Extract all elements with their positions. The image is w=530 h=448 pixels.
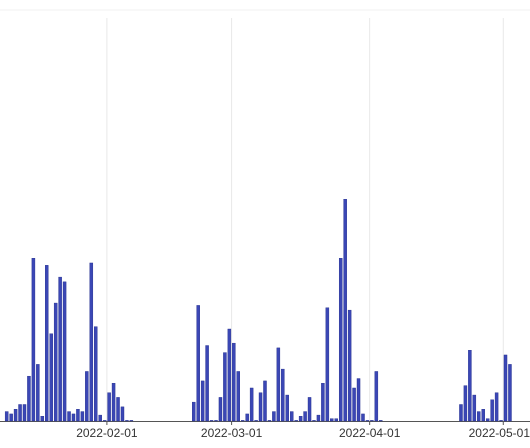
bar	[62, 281, 67, 422]
bar	[94, 326, 98, 422]
bar	[352, 387, 356, 422]
bar	[9, 413, 13, 422]
bar	[85, 371, 89, 422]
bar	[200, 380, 205, 422]
bar	[508, 364, 512, 422]
bar	[18, 404, 22, 422]
bar	[365, 420, 370, 422]
bar	[285, 394, 289, 422]
bar	[468, 350, 472, 422]
bar	[321, 383, 325, 422]
bar	[249, 387, 254, 422]
bar	[45, 265, 49, 422]
bar	[254, 420, 258, 422]
bar	[209, 420, 214, 422]
bar	[129, 420, 134, 422]
bar	[472, 394, 477, 422]
gridlines	[0, 18, 530, 422]
bar	[40, 416, 45, 422]
bar	[218, 397, 223, 422]
bar	[290, 411, 294, 422]
bar	[116, 397, 120, 422]
bar	[281, 368, 285, 422]
bar	[312, 420, 316, 422]
bar	[98, 414, 102, 422]
bar	[67, 411, 71, 422]
bar	[192, 401, 196, 422]
x-tick-label: 2022-05-01	[469, 426, 530, 440]
bar	[356, 378, 361, 422]
bar	[298, 416, 303, 422]
bar	[272, 411, 276, 422]
bar	[263, 380, 267, 422]
bar	[347, 309, 352, 422]
bar	[49, 333, 53, 422]
bar	[4, 411, 9, 422]
bar	[370, 420, 374, 422]
bar	[102, 420, 107, 422]
bar	[27, 375, 31, 422]
bar	[120, 406, 125, 422]
x-axis-ticks: 2022-02-01 2022-03-01 2022-04-01 2022-05-01	[76, 421, 530, 440]
bar	[267, 420, 272, 422]
bar	[379, 420, 383, 422]
bar	[481, 409, 485, 422]
bar	[227, 328, 232, 422]
bars	[4, 199, 512, 422]
bar	[343, 199, 347, 422]
bar	[334, 418, 338, 422]
x-tick-label: 2022-02-01	[76, 426, 138, 440]
x-tick-label: 2022-04-01	[339, 426, 401, 440]
bar	[494, 392, 499, 422]
bar	[490, 399, 494, 422]
x-tick-label: 2022-03-01	[201, 426, 263, 440]
bar	[196, 305, 200, 422]
bar	[503, 354, 508, 422]
bar	[276, 347, 281, 422]
bar	[477, 411, 481, 422]
bar	[125, 420, 129, 422]
bar	[361, 413, 365, 422]
bar	[374, 371, 379, 422]
bar	[71, 413, 76, 422]
bar	[240, 420, 245, 422]
bar	[22, 404, 27, 422]
bar	[214, 420, 218, 422]
bar	[245, 413, 249, 422]
bar	[325, 307, 330, 422]
bar	[13, 409, 18, 422]
bar	[232, 342, 236, 422]
bar	[89, 262, 94, 422]
bar	[499, 420, 503, 422]
bar	[463, 385, 468, 422]
bar	[485, 418, 490, 422]
bar	[330, 418, 334, 422]
bar	[58, 276, 62, 422]
bar	[236, 371, 240, 422]
bar	[53, 302, 58, 422]
bar	[258, 392, 263, 422]
bar	[307, 397, 312, 422]
bar	[76, 409, 80, 422]
bar	[111, 383, 116, 422]
bar	[31, 258, 36, 422]
bar	[316, 414, 321, 422]
bar	[294, 420, 298, 422]
bar	[338, 258, 343, 422]
bar	[205, 345, 209, 422]
bar	[107, 392, 111, 422]
bar	[223, 352, 227, 422]
bar	[459, 404, 463, 422]
bar	[303, 411, 307, 422]
bar	[80, 411, 85, 422]
bar	[36, 364, 40, 422]
